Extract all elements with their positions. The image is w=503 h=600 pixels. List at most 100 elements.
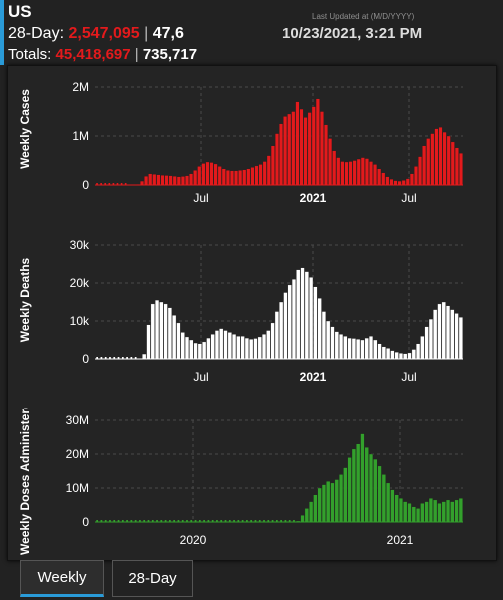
bar-marker — [121, 520, 124, 522]
bar — [338, 474, 344, 523]
bar — [242, 169, 247, 186]
bar — [266, 155, 271, 186]
bar — [324, 124, 328, 186]
bar — [219, 328, 224, 360]
bar — [250, 167, 255, 186]
bar-marker — [124, 183, 127, 185]
bar — [352, 160, 357, 186]
bar — [411, 506, 416, 523]
bar — [287, 113, 292, 186]
bar — [428, 498, 433, 523]
bar — [397, 180, 402, 186]
x-tick-label: 2020 — [180, 533, 207, 547]
bar — [405, 178, 410, 186]
bar — [253, 338, 258, 360]
bar — [454, 313, 459, 360]
bar — [428, 318, 433, 360]
y-tick-label: 10k — [70, 314, 90, 328]
bar-marker — [100, 520, 103, 522]
bar — [246, 168, 251, 186]
bar — [274, 133, 279, 186]
tab-28-day[interactable]: 28-Day — [112, 560, 193, 597]
bar — [270, 145, 275, 186]
x-tick-label: 2021 — [300, 191, 327, 205]
bar — [381, 474, 386, 523]
bar — [214, 330, 220, 360]
bar — [189, 173, 194, 186]
bar — [317, 298, 322, 360]
x-tick-label: Jul — [401, 191, 416, 205]
bar-marker — [203, 520, 205, 522]
bar-marker — [156, 520, 158, 522]
bar-marker — [263, 520, 265, 522]
bar — [437, 503, 442, 523]
bar-marker — [108, 183, 111, 185]
bar — [213, 163, 218, 186]
bar-marker — [237, 520, 240, 522]
last-updated-time: 10/23/2021, 3:21 PM — [282, 25, 423, 42]
bar — [326, 320, 331, 360]
day28-cases: 2,547,095 — [68, 25, 140, 42]
bar — [433, 309, 438, 360]
bar — [232, 334, 237, 360]
bar — [398, 353, 404, 360]
bar — [434, 128, 439, 186]
bar — [244, 337, 249, 360]
bar — [450, 309, 455, 360]
bar — [454, 147, 459, 186]
bar-marker — [198, 520, 201, 522]
bar — [230, 170, 234, 186]
bar — [309, 277, 314, 360]
bar — [176, 322, 181, 360]
bar — [321, 311, 326, 360]
bar — [424, 501, 429, 523]
bar-marker — [121, 357, 124, 359]
bar — [279, 123, 284, 186]
bar-marker — [113, 520, 116, 522]
bar — [330, 482, 335, 523]
bar-marker — [258, 520, 261, 522]
bar — [303, 117, 308, 186]
bar — [332, 150, 337, 186]
totals-cases: 45,418,697 — [55, 46, 131, 63]
bar-marker — [120, 183, 123, 185]
bar — [148, 173, 153, 186]
bar — [202, 341, 207, 360]
bar — [295, 101, 300, 186]
bar — [304, 271, 309, 360]
bar — [309, 501, 314, 523]
bar-marker — [280, 520, 282, 522]
bar — [167, 307, 172, 360]
bar — [317, 487, 322, 523]
bar-marker — [96, 183, 98, 185]
y-axis-title: Weekly Deaths — [18, 257, 32, 342]
bar-marker — [117, 357, 120, 359]
y-tick-label: 0 — [82, 178, 89, 192]
tab-weekly[interactable]: Weekly — [20, 560, 104, 597]
charts-panel — [7, 65, 497, 561]
bar — [287, 284, 292, 360]
bar — [351, 448, 356, 523]
last-updated-label: Last Updated at (M/D/YYYY) — [312, 12, 415, 21]
bar — [266, 330, 271, 360]
weekly-doses-chart: 0 10M 20M 30M 2020 2021 Weekly Doses Administe… — [18, 408, 463, 555]
bar — [373, 339, 378, 360]
bar — [209, 162, 214, 186]
bar — [438, 127, 443, 186]
bar-marker — [211, 520, 214, 522]
bar — [407, 503, 412, 523]
bar — [185, 175, 189, 186]
y-tick-label: 2M — [72, 80, 89, 94]
bar — [296, 269, 301, 360]
bar — [257, 336, 262, 360]
bar-marker — [164, 520, 167, 522]
bar — [369, 161, 373, 186]
bar — [201, 163, 206, 186]
bar — [299, 108, 304, 186]
bar-marker — [216, 520, 218, 522]
bar-marker — [96, 520, 98, 522]
bar — [315, 98, 320, 186]
bar-marker — [109, 520, 111, 522]
bar-marker — [250, 520, 253, 522]
day28-summary: 28-Day: 2,547,095 | 47,6 — [8, 25, 228, 43]
